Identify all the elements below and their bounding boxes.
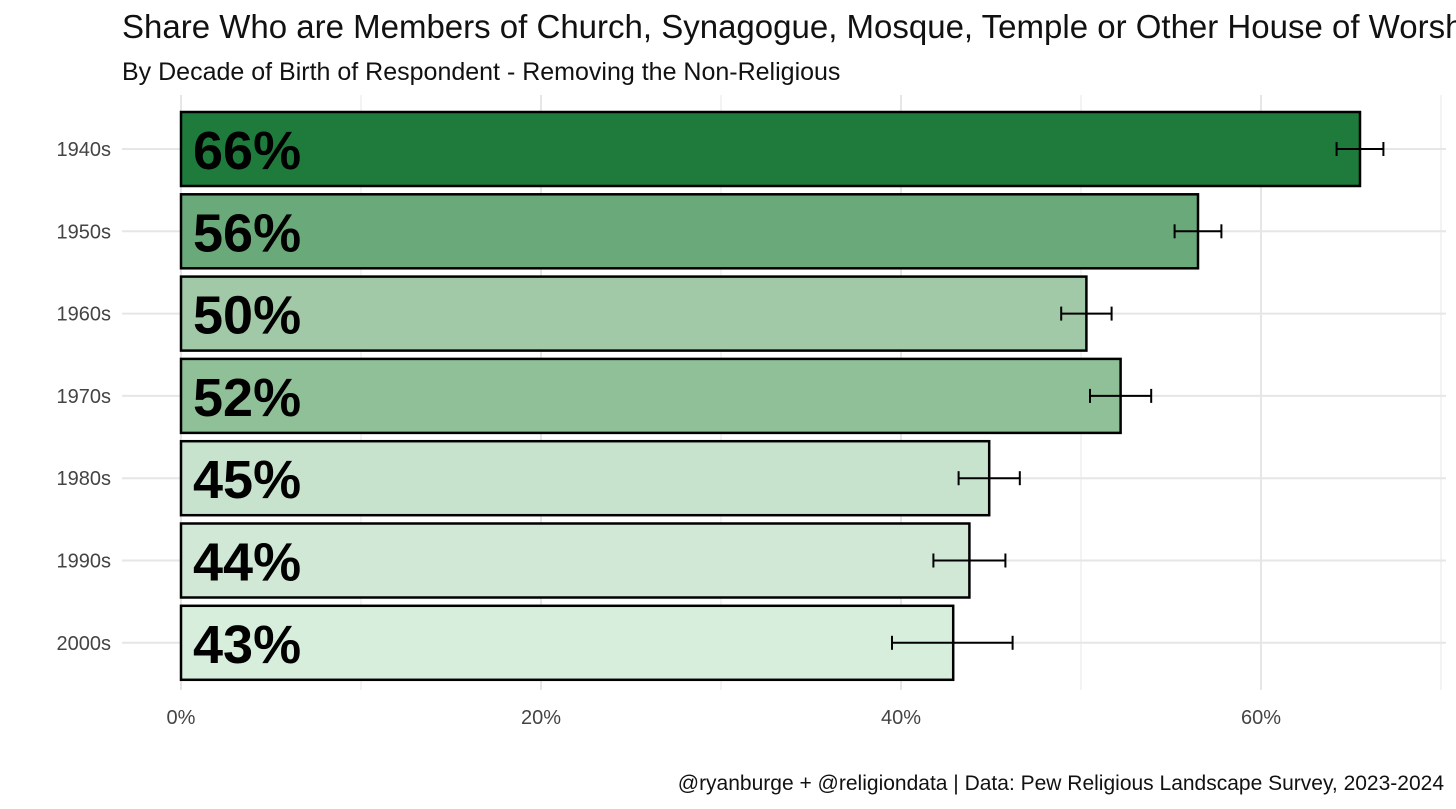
bar-2000s xyxy=(179,604,955,682)
bar-value-labels: 66% 56% 50% 52% 45% 44% 43% xyxy=(193,121,301,675)
bar-1960s xyxy=(179,275,1088,352)
y-tick-label-1940s: 1940s xyxy=(57,139,112,161)
y-tick-label-1970s: 1970s xyxy=(57,386,112,408)
bar-1970s xyxy=(179,357,1122,435)
bar-label-1970s: 52% xyxy=(193,368,301,428)
x-tick-label: 40% xyxy=(881,707,921,729)
chart-subtitle: By Decade of Birth of Respondent - Remov… xyxy=(122,58,840,86)
bar-label-1990s: 44% xyxy=(193,533,301,593)
y-axis-tick-labels: 1940s 1950s 1960s 1970s 1980s 1990s 2000s xyxy=(57,139,112,655)
bar-1980s xyxy=(179,439,991,517)
y-tick-label-1990s: 1990s xyxy=(57,551,112,573)
bar-label-1960s: 50% xyxy=(193,286,301,346)
bar-label-2000s: 43% xyxy=(193,615,301,675)
y-tick-label-1960s: 1960s xyxy=(57,304,112,326)
bar-1990s xyxy=(179,522,971,599)
x-tick-label: 0% xyxy=(167,707,196,729)
error-bars xyxy=(891,142,1385,650)
bar-label-1950s: 56% xyxy=(193,203,301,263)
x-tick-label: 60% xyxy=(1241,707,1281,729)
y-tick-label-2000s: 2000s xyxy=(57,633,112,655)
x-axis-tick-labels: 0% 20% 40% 60% xyxy=(167,707,1282,729)
x-tick-label: 20% xyxy=(521,707,561,729)
bar-1940s xyxy=(179,110,1362,188)
y-tick-label-1950s: 1950s xyxy=(57,221,112,243)
chart-title: Share Who are Members of Church, Synagog… xyxy=(122,8,1456,45)
bar-label-1980s: 45% xyxy=(193,450,301,510)
bar-label-1940s: 66% xyxy=(193,121,301,181)
y-tick-label-1980s: 1980s xyxy=(57,468,112,490)
bar-1950s xyxy=(179,193,1200,270)
chart-caption: @ryanburge + @religiondata | Data: Pew R… xyxy=(678,772,1445,795)
